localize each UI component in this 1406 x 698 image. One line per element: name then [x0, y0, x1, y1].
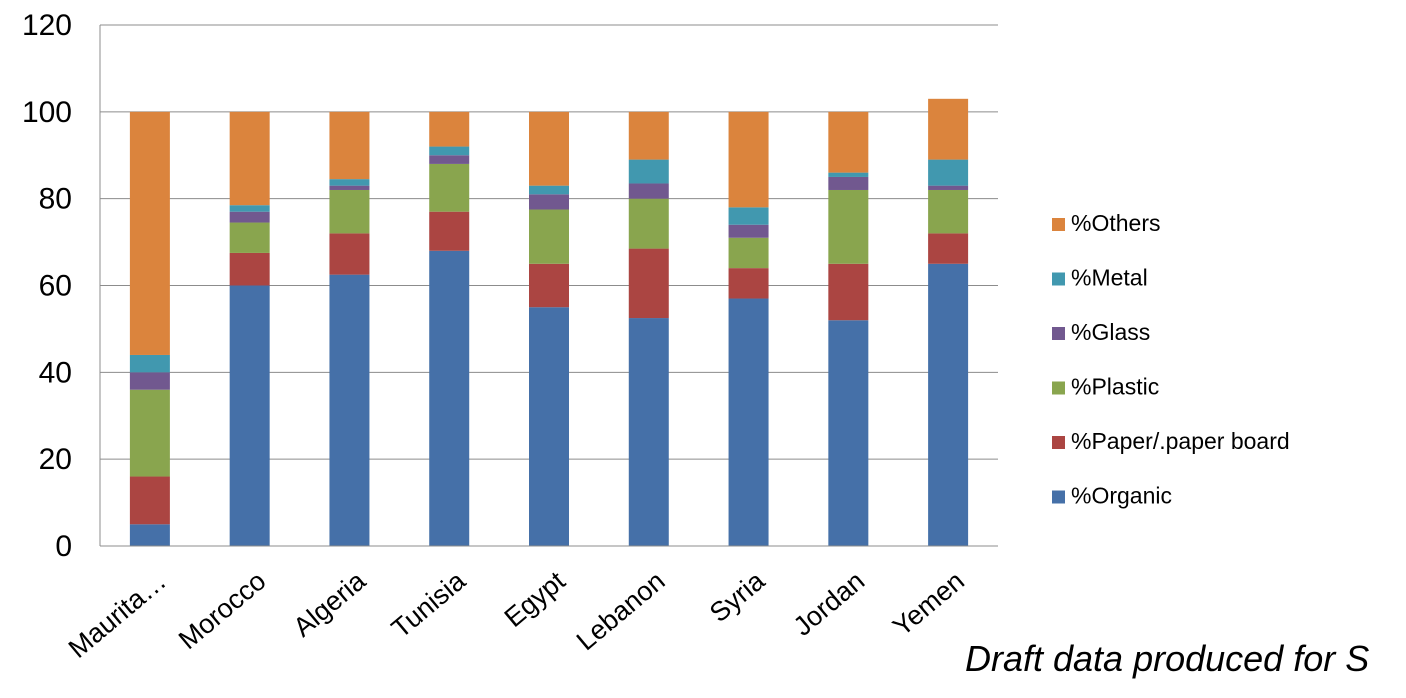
y-tick-label: 120	[22, 9, 72, 42]
x-tick-label: Morocco	[173, 566, 272, 656]
legend-swatch	[1052, 436, 1065, 449]
legend-swatch	[1052, 327, 1065, 340]
legend-swatch	[1052, 381, 1065, 395]
bar-segment-3-8	[828, 189, 869, 264]
bar-segment-6-7	[728, 111, 769, 208]
bar-segment-2-5	[529, 263, 569, 308]
bar-segment-6-9	[928, 98, 969, 160]
bar-segment-4-3	[329, 185, 370, 190]
bar-segment-2-1	[129, 476, 170, 525]
y-tick-label: 40	[39, 356, 72, 389]
x-tick-labels: Maurita… Morocco Algeria Tunisia Egypt Lebano…	[63, 565, 970, 664]
bar-segment-6-8	[828, 111, 869, 173]
bar-segment-6-5	[529, 111, 569, 186]
y-tick-label: 80	[39, 183, 72, 216]
legend: %Others %Metal %Glass %Plastic %Paper/.paper…	[1052, 210, 1290, 509]
legend-label: %Glass	[1071, 319, 1150, 345]
bar-segment-6-2	[229, 111, 270, 206]
bar-segment-3-9	[928, 189, 969, 234]
legend-swatch	[1052, 490, 1065, 504]
bar-segment-4-6	[628, 183, 669, 199]
bar-segment-3-3	[329, 189, 370, 234]
legend-label: %Plastic	[1071, 374, 1159, 400]
x-tick-label: Syria	[704, 565, 771, 628]
bar-segment-5-3	[329, 179, 370, 186]
legend-swatch	[1052, 218, 1065, 231]
bar-segment-2-8	[828, 263, 869, 321]
y-tick-label: 0	[55, 530, 72, 563]
bar-segment-1-1	[129, 524, 170, 546]
bar-segment-1-9	[928, 263, 969, 546]
bar-segment-4-9	[928, 185, 969, 190]
bar-segment-5-8	[828, 172, 869, 177]
bar-segment-1-6	[628, 318, 669, 546]
bar-segment-4-8	[828, 176, 869, 190]
bar-segment-3-4	[429, 163, 470, 212]
bar-segment-3-7	[728, 237, 769, 269]
bar-segment-1-3	[329, 274, 370, 546]
axes	[99, 25, 998, 547]
x-tick-label: Algeria	[288, 565, 372, 643]
bar-segment-3-1	[129, 389, 170, 477]
draft-note: Draft data produced for S	[965, 638, 1370, 679]
y-tick-label: 100	[22, 96, 72, 129]
bars	[129, 98, 969, 546]
bar-segment-5-2	[229, 205, 270, 212]
bar-segment-5-4	[429, 146, 470, 156]
bar-segment-5-6	[628, 159, 669, 184]
bar-segment-4-7	[728, 224, 769, 238]
bar-segment-6-3	[329, 111, 370, 180]
bar-segment-5-1	[129, 354, 170, 373]
bar-segment-2-4	[429, 211, 470, 251]
legend-label: %Paper/.paper board	[1071, 428, 1290, 454]
x-tick-label: Jordan	[788, 566, 871, 642]
bar-segment-1-2	[229, 285, 270, 546]
y-tick-label: 20	[39, 443, 72, 476]
x-tick-label: Egypt	[499, 565, 572, 633]
legend-label: %Others	[1071, 210, 1160, 236]
bar-segment-3-5	[529, 209, 569, 264]
bar-segment-6-4	[429, 111, 470, 147]
x-tick-label: Tunisia	[386, 565, 472, 644]
bar-segment-3-6	[628, 198, 669, 249]
bar-segment-1-5	[529, 307, 569, 546]
bar-segment-2-6	[628, 248, 669, 319]
x-tick-label: Yemen	[887, 566, 970, 642]
legend-label: %Metal	[1071, 265, 1148, 291]
bar-segment-3-2	[229, 222, 270, 253]
legend-swatch	[1052, 272, 1065, 286]
bar-segment-5-9	[928, 159, 969, 186]
bar-segment-4-1	[129, 372, 170, 390]
bar-segment-1-4	[429, 250, 470, 546]
bar-segment-5-7	[728, 207, 769, 225]
y-tick-labels: 0 20 40 60 80 100 120	[22, 9, 72, 563]
bar-segment-4-5	[529, 194, 569, 210]
bar-segment-2-9	[928, 233, 969, 264]
x-tick-label: Maurita…	[63, 566, 172, 664]
y-tick-label: 60	[39, 270, 72, 303]
bar-segment-1-8	[828, 320, 869, 546]
bar-segment-2-3	[329, 233, 370, 275]
bar-segment-2-7	[728, 268, 769, 299]
x-tick-label: Lebanon	[571, 566, 671, 657]
legend-label: %Organic	[1071, 483, 1172, 509]
bar-segment-5-5	[529, 185, 569, 195]
bar-segment-6-1	[129, 111, 170, 355]
bar-segment-4-2	[229, 211, 270, 223]
bar-segment-6-6	[628, 111, 669, 160]
bar-segment-2-2	[229, 252, 270, 286]
bar-segment-1-7	[728, 298, 769, 546]
bar-segment-4-4	[429, 155, 470, 164]
